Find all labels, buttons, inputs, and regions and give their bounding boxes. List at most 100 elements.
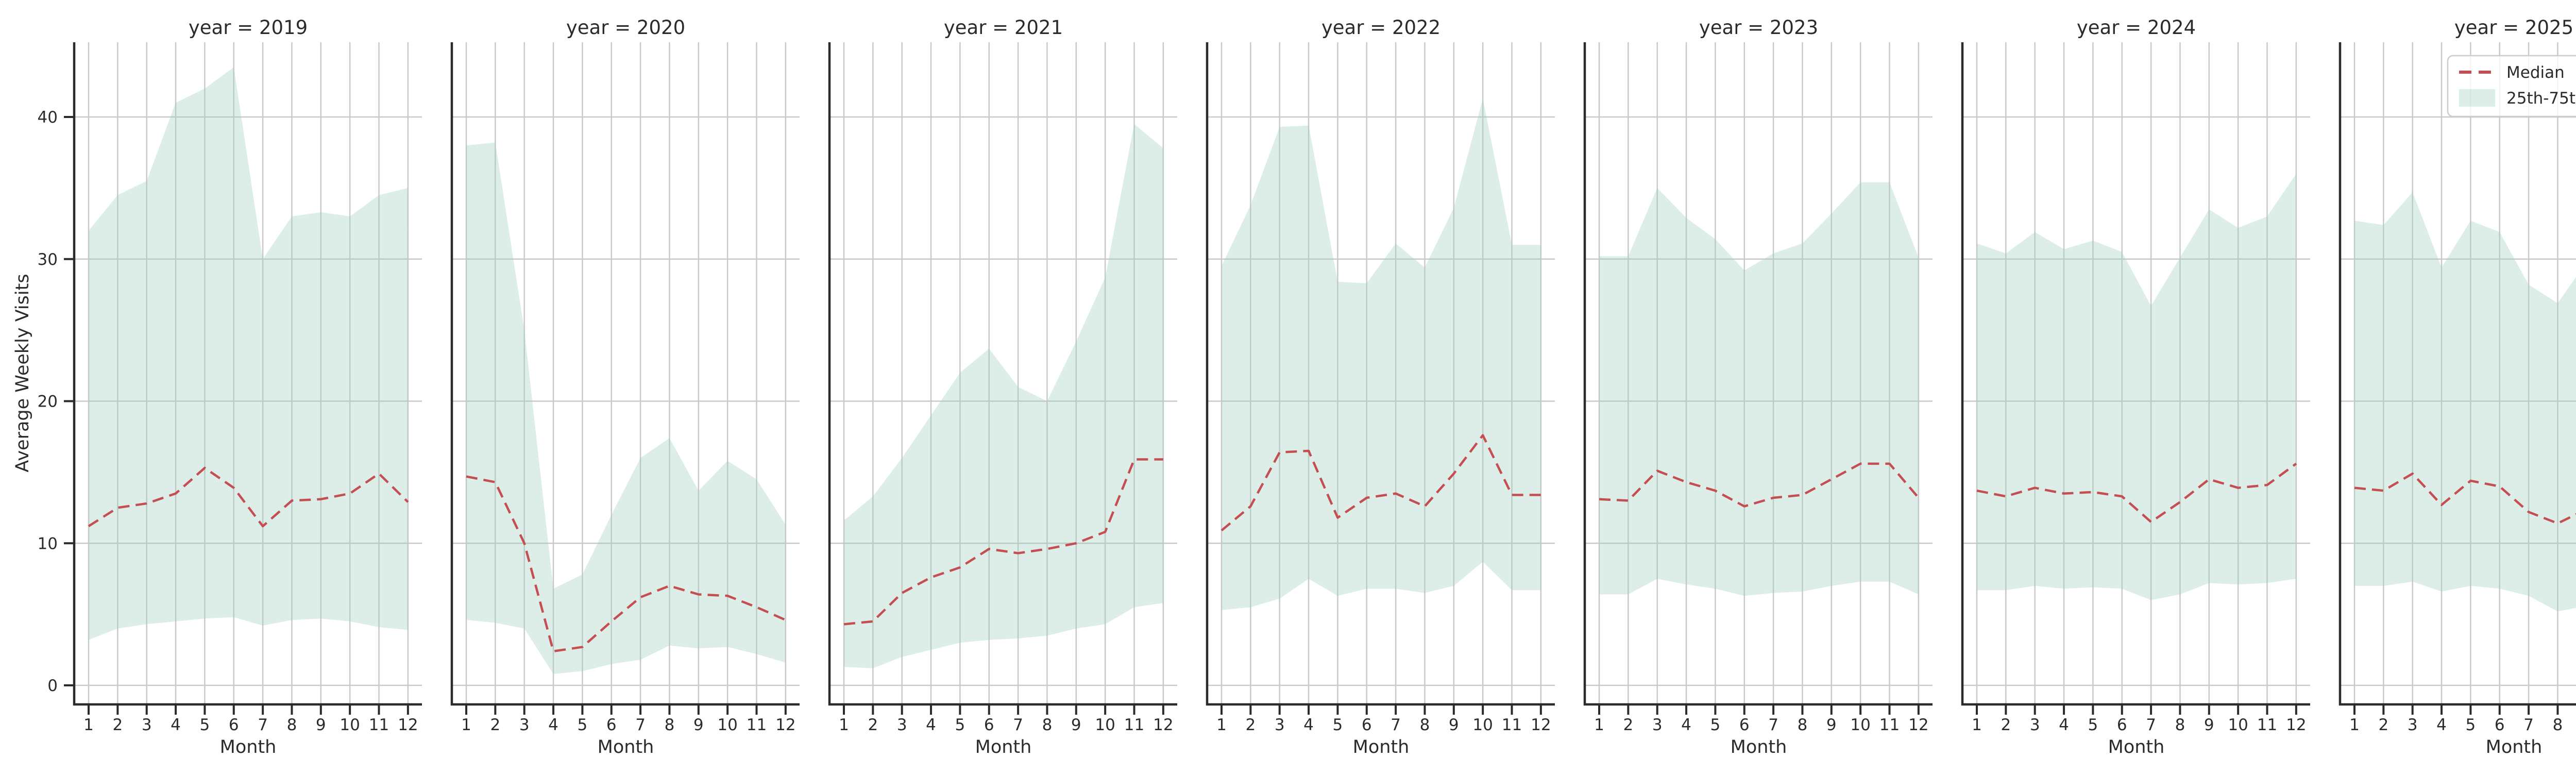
x-tick-label: 3 [519, 716, 530, 734]
x-tick-label: 1 [1594, 716, 1604, 734]
percentile-band [2354, 192, 2576, 612]
x-tick-label: 6 [1362, 716, 1372, 734]
y-tick-label: 40 [38, 108, 58, 127]
x-tick-label: 11 [747, 716, 767, 734]
x-tick-label: 11 [369, 716, 389, 734]
x-tick-label: 3 [897, 716, 907, 734]
x-tick-label: 8 [2175, 716, 2185, 734]
x-tick-label: 8 [1420, 716, 1430, 734]
x-tick-label: 5 [2088, 716, 2098, 734]
x-tick-label: 7 [2523, 716, 2534, 734]
y-axis-label: Average Weekly Visits [12, 274, 33, 473]
x-tick-label: 4 [171, 716, 181, 734]
x-tick-label: 4 [1303, 716, 1314, 734]
x-tick-label: 1 [1216, 716, 1227, 734]
x-tick-label: 5 [2466, 716, 2476, 734]
x-tick-label: 10 [1472, 716, 1493, 734]
x-tick-label: 4 [926, 716, 936, 734]
y-tick-label: 30 [38, 250, 58, 269]
x-tick-label: 1 [83, 716, 94, 734]
x-tick-label: 1 [461, 716, 471, 734]
axis-spines [1961, 42, 2310, 706]
x-tick-label: 7 [1391, 716, 1401, 734]
x-tick-label: 6 [606, 716, 617, 734]
x-tick-label: 11 [1124, 716, 1144, 734]
x-tick-label: 7 [2146, 716, 2156, 734]
x-tick-label: 10 [1095, 716, 1115, 734]
x-tick-label: 12 [2286, 716, 2306, 734]
panel-title: year = 2022 [1321, 16, 1440, 39]
panel-title: year = 2023 [1699, 16, 1818, 39]
gridlines [1585, 42, 1933, 704]
percentile-band [1977, 174, 2296, 600]
median-line [1599, 462, 1920, 508]
x-tick-label: 1 [2349, 716, 2360, 734]
x-tick-label: 12 [775, 716, 795, 734]
x-tick-label: 6 [1739, 716, 1750, 734]
percentile-band [844, 124, 1163, 668]
legend-label-median: Median [2506, 63, 2565, 82]
percentile-band [1599, 182, 1919, 596]
panel-title: year = 2020 [566, 16, 685, 39]
x-tick-label: 6 [2117, 716, 2127, 734]
axis-spines [1583, 42, 1933, 706]
x-tick-label: 12 [398, 716, 418, 734]
x-tick-label: 8 [287, 716, 297, 734]
x-tick-label: 2 [1245, 716, 1256, 734]
median-line [466, 475, 786, 653]
x-tick-label: 4 [2059, 716, 2069, 734]
x-tick-label: 11 [1502, 716, 1522, 734]
axis-spines [1206, 42, 1555, 706]
axis-spines [73, 42, 422, 706]
x-axis-label: Month [975, 737, 1032, 757]
x-axis-label: Month [1731, 737, 1787, 757]
x-tick-label: 7 [1013, 716, 1023, 734]
x-tick-label: 2 [112, 716, 123, 734]
x-tick-label: 3 [2408, 716, 2418, 734]
gridlines [452, 42, 800, 704]
x-tick-label: 12 [1153, 716, 1173, 734]
x-tick-label: 5 [200, 716, 210, 734]
x-tick-label: 10 [717, 716, 737, 734]
x-tick-label: 9 [316, 716, 326, 734]
x-axis-label: Month [598, 737, 654, 757]
panel-title: year = 2025 [2454, 16, 2573, 39]
gridlines [74, 42, 422, 704]
x-tick-label: 8 [665, 716, 675, 734]
legend: Median 25th-75th Percentile [2447, 55, 2576, 117]
x-tick-label: 8 [2553, 716, 2563, 734]
x-tick-label: 4 [548, 716, 558, 734]
x-tick-label: 7 [258, 716, 268, 734]
x-tick-label: 9 [2204, 716, 2214, 734]
axis-spines [2338, 42, 2576, 706]
x-tick-label: 12 [1531, 716, 1551, 734]
legend-label-percentile: 25th-75th Percentile [2506, 89, 2576, 108]
x-tick-label: 1 [1972, 716, 1982, 734]
x-tick-label: 12 [1908, 716, 1928, 734]
x-tick-label: 6 [2495, 716, 2505, 734]
legend-band-swatch [2459, 89, 2495, 107]
x-tick-label: 10 [2228, 716, 2248, 734]
x-tick-label: 2 [1623, 716, 1633, 734]
x-tick-label: 3 [1275, 716, 1285, 734]
x-tick-label: 5 [955, 716, 965, 734]
panel-title: year = 2024 [2077, 16, 2196, 39]
x-tick-label: 3 [142, 716, 152, 734]
axis-spines [450, 42, 800, 706]
percentile-band [89, 67, 408, 640]
x-tick-label: 5 [1710, 716, 1721, 734]
x-tick-label: 10 [1850, 716, 1870, 734]
x-tick-label: 5 [1333, 716, 1343, 734]
gridlines [829, 42, 1177, 704]
x-tick-label: 2 [868, 716, 878, 734]
y-tick-label: 0 [47, 677, 58, 695]
gridlines [1962, 42, 2310, 704]
x-tick-label: 2 [2001, 716, 2011, 734]
